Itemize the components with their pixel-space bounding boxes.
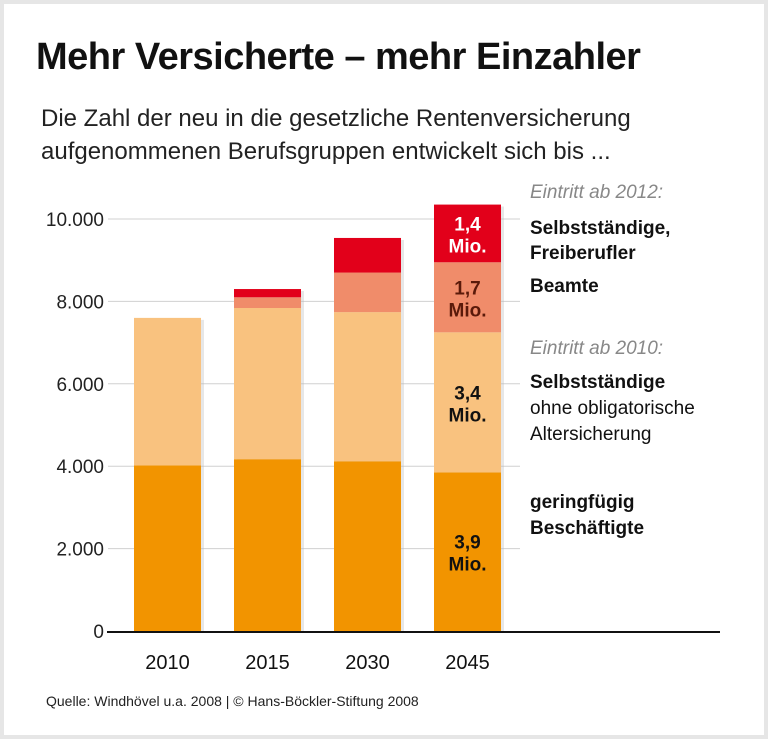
bar-segment — [434, 332, 501, 473]
y-tick-label: 0 — [93, 622, 104, 643]
bar-segment — [334, 461, 401, 631]
legend-selbststaendige-ohne-2: ohne obligatorische — [530, 398, 695, 419]
legend-heading-2010: Eintritt ab 2010: — [530, 338, 664, 359]
data-label: 3,4 — [454, 383, 481, 404]
legend-selbststaendige-freiberufler-1: Selbstständige, — [530, 218, 671, 239]
source-note: Quelle: Windhövel u.a. 2008 | © Hans-Böc… — [46, 693, 419, 709]
data-label: Mio. — [449, 555, 487, 576]
bar-segment — [434, 262, 501, 333]
bar-segment — [334, 237, 401, 273]
y-tick-label: 4.000 — [56, 457, 104, 478]
legend-selbststaendige-freiberufler-2: Freiberufler — [530, 243, 636, 264]
data-label: 1,4 — [454, 214, 481, 235]
legend-geringfuegig-1: geringfügig — [530, 492, 635, 513]
legend-selbststaendige-ohne-3: Altersicherung — [530, 424, 652, 445]
y-tick-label: 2.000 — [56, 540, 104, 561]
data-label: 3,9 — [454, 533, 480, 554]
legend-geringfuegig-2: Beschäftigte — [530, 518, 645, 539]
subtitle-line-1: Die Zahl der neu in die gesetzliche Rent… — [41, 105, 631, 132]
bar-segment — [134, 317, 201, 466]
y-tick-label: 10.000 — [46, 210, 104, 231]
y-tick-label: 6.000 — [56, 375, 104, 396]
bar-segment — [134, 465, 201, 631]
x-tick-label: 2030 — [345, 652, 390, 674]
chart-title: Mehr Versicherte – mehr Einzahler — [36, 36, 641, 78]
x-tick-label: 2015 — [245, 652, 290, 674]
y-tick-label: 8.000 — [56, 292, 104, 313]
bar-segment — [234, 297, 301, 308]
x-tick-label: 2045 — [445, 652, 490, 674]
bar-segment — [434, 204, 501, 263]
bar-segment — [434, 472, 501, 631]
bar-segment — [234, 289, 301, 298]
x-tick-label: 2010 — [145, 652, 190, 674]
data-label: Mio. — [449, 236, 487, 257]
bar-segment — [334, 312, 401, 462]
data-label: 1,7 — [454, 278, 480, 299]
legend-selbststaendige-ohne-1: Selbstständige — [530, 372, 666, 393]
bar-segment — [234, 459, 301, 631]
data-label: Mio. — [449, 405, 487, 426]
bar-segment — [334, 272, 401, 313]
legend-heading-2012: Eintritt ab 2012: — [530, 182, 664, 203]
subtitle-line-2: aufgenommenen Berufsgruppen entwickelt s… — [41, 138, 611, 165]
legend-beamte: Beamte — [530, 276, 599, 297]
data-label: Mio. — [449, 300, 487, 321]
bar-segment — [234, 307, 301, 460]
